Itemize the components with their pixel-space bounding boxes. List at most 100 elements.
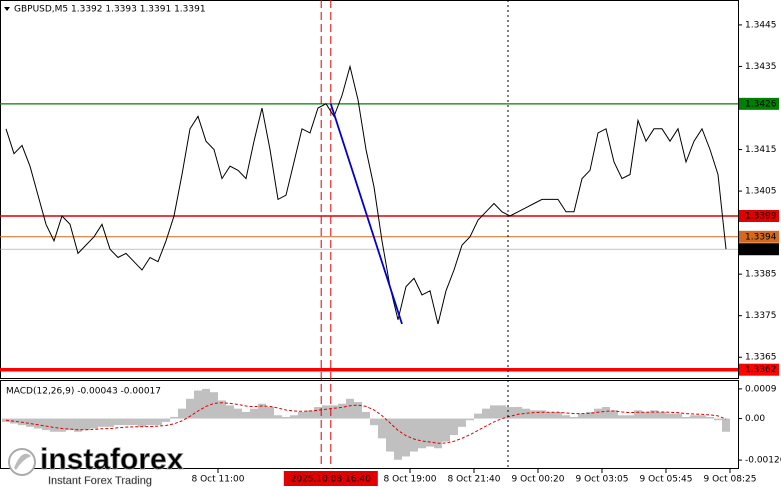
- macd-bar: [250, 408, 258, 419]
- macd-bar: [594, 408, 602, 419]
- macd-bar: [706, 416, 714, 419]
- macd-bar: [474, 413, 482, 419]
- macd-bar: [162, 418, 170, 422]
- y-tick-label: 0.0009: [745, 384, 777, 394]
- macd-bar: [674, 413, 682, 419]
- main-frame: [0, 0, 739, 379]
- macd-bar: [130, 418, 138, 426]
- macd-bar: [122, 418, 130, 426]
- macd-bar: [218, 400, 226, 419]
- macd-bar: [490, 405, 498, 419]
- macd-bar: [114, 418, 122, 426]
- macd-bar: [506, 407, 514, 419]
- macd-bar: [194, 390, 202, 419]
- macd-bar: [202, 388, 210, 419]
- macd-bar: [58, 418, 66, 432]
- x-tick-label: 8 Oct 19:00: [384, 475, 437, 485]
- macd-bar: [562, 415, 570, 419]
- macd-bar: [498, 405, 506, 419]
- macd-bar: [666, 413, 674, 419]
- y-tick-label: 1.3375: [745, 311, 777, 321]
- macd-bar: [290, 415, 298, 419]
- macd-bar: [146, 418, 154, 426]
- macd-bar: [258, 403, 266, 419]
- macd-bar: [10, 418, 18, 424]
- macd-bar: [34, 418, 42, 429]
- price-level-label: 1.3399: [745, 212, 777, 222]
- macd-bar: [402, 418, 410, 457]
- macd-bar: [322, 405, 330, 419]
- macd-bar: [546, 411, 554, 419]
- y-tick-label: 1.3415: [745, 145, 777, 155]
- macd-bar: [682, 416, 690, 419]
- macd-bar: [642, 411, 650, 419]
- x-tick-label: 9 Oct 03:05: [576, 475, 629, 485]
- price-line: [5, 64, 727, 325]
- macd-bar: [466, 418, 474, 421]
- x-tick-label: 9 Oct 00:20: [512, 475, 565, 485]
- macd-bar: [458, 418, 466, 427]
- macd-bar: [74, 418, 82, 432]
- price-level-box: [739, 363, 779, 376]
- x-tick-label: 8 Oct 11:00: [192, 475, 245, 485]
- macd-bar: [698, 415, 706, 419]
- y-tick-label: 1.3445: [745, 20, 777, 30]
- macd-bar: [530, 410, 538, 419]
- macd-bar: [154, 418, 162, 426]
- macd-bar: [138, 418, 146, 427]
- macd-bar: [522, 408, 530, 419]
- macd-bar: [714, 418, 722, 421]
- macd-title: MACD(12,26,9) -0.00043 -0.00017: [6, 387, 161, 397]
- macd-bar: [306, 410, 314, 419]
- y-tick-label: 1.3435: [745, 62, 777, 72]
- trendline: [329, 103, 403, 325]
- macd-bar: [226, 405, 234, 419]
- macd-bar: [722, 418, 730, 432]
- y-tick-label: 0.00: [745, 414, 765, 424]
- macd-bar: [346, 398, 354, 419]
- price-level-label: 1.3394: [745, 232, 777, 242]
- macd-bar: [186, 398, 194, 419]
- chart-title: GBPUSD,M5 1.3392 1.3393 1.3391 1.3391: [14, 5, 206, 15]
- macd-bar: [90, 418, 98, 429]
- macd-bar: [386, 418, 394, 452]
- watermark-brand: instaforex: [40, 443, 184, 476]
- menu-arrow[interactable]: [4, 7, 10, 11]
- macd-bar: [298, 411, 306, 419]
- macd-bar: [658, 411, 666, 419]
- macd-bar: [602, 407, 610, 419]
- macd-bar: [690, 415, 698, 419]
- signal-line: [5, 402, 727, 444]
- macd-bar: [274, 415, 282, 419]
- macd-bar: [634, 410, 642, 419]
- macd-bar: [514, 407, 522, 419]
- macd-bar: [538, 410, 546, 419]
- macd-bar: [66, 418, 74, 431]
- macd-bar: [242, 411, 250, 419]
- price-level-box: [739, 97, 779, 110]
- x-tick-label: 9 Oct 05:45: [640, 475, 693, 485]
- watermark-logo-mark: [14, 453, 31, 470]
- x-tick-label: 8 Oct 21:40: [448, 475, 501, 485]
- macd-bar: [370, 418, 378, 426]
- macd-bar: [418, 418, 426, 449]
- price-level-label: 1.3426: [745, 99, 777, 109]
- macd-bar: [106, 418, 114, 427]
- macd-bar: [282, 416, 290, 419]
- macd-bar: [434, 418, 442, 449]
- macd-bar: [210, 392, 218, 419]
- macd-bar: [442, 418, 450, 442]
- price-level-box: [739, 230, 779, 243]
- macd-bar: [586, 411, 594, 419]
- macd-bar: [354, 402, 362, 419]
- macd-bar: [314, 407, 322, 419]
- macd-bar: [554, 411, 562, 419]
- macd-bar: [26, 418, 34, 427]
- y-tick-label: -0.00126: [745, 456, 781, 466]
- y-tick-label: 1.3385: [745, 270, 777, 280]
- macd-bar: [426, 418, 434, 447]
- y-tick-label: 1.3405: [745, 187, 777, 197]
- macd-bar: [626, 415, 634, 419]
